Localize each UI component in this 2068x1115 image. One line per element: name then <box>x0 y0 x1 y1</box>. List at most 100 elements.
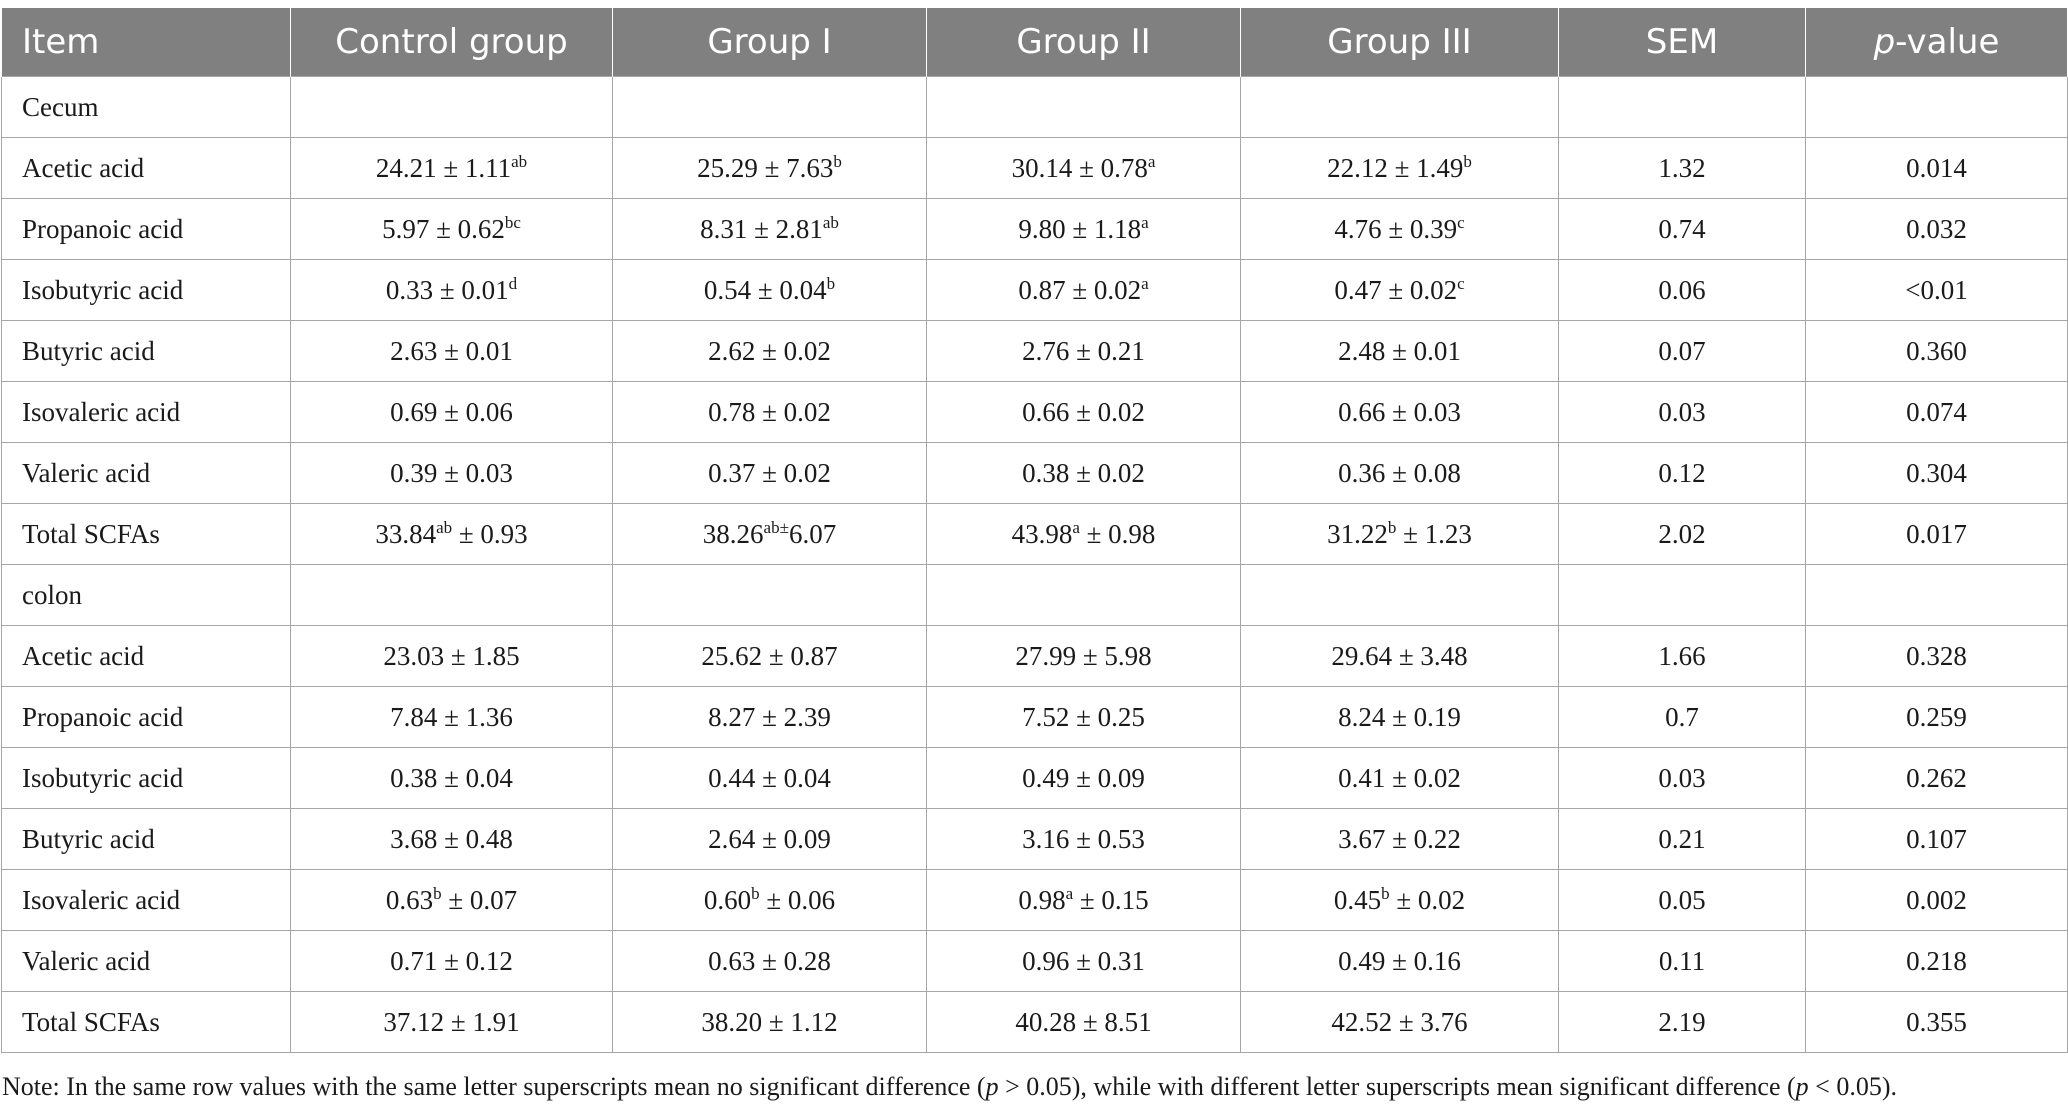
cell-group-i: 0.44 ± 0.04 <box>612 747 927 809</box>
cell-value: 1.32 <box>1658 152 1706 183</box>
cell-group-ii: 3.16 ± 0.53 <box>926 808 1241 870</box>
header-p-italic: p <box>1873 22 1896 62</box>
cell-p-value: 0.304 <box>1805 442 2068 504</box>
cell-sem: 0.7 <box>1558 686 1806 748</box>
header-p-rest: -value <box>1895 22 2000 62</box>
cell-control-group <box>290 564 613 626</box>
table-row: colon <box>1 564 2068 626</box>
cell-value: 0.49 ± 0.09 <box>1022 762 1145 793</box>
table-row: Acetic acid 23.03 ± 1.85 25.62 ± 0.87 27.99… <box>1 625 2068 687</box>
cell-sem: 0.21 <box>1558 808 1806 870</box>
cell-value: 2.62 ± 0.02 <box>708 335 831 366</box>
cell-group-i: 0.78 ± 0.02 <box>612 381 927 443</box>
cell-sem: 0.05 <box>1558 869 1806 931</box>
cell-value: 0.107 <box>1906 823 1967 854</box>
cell-value: 0.33 ± 0.01 <box>385 274 509 305</box>
cell-group-ii: 0.66 ± 0.02 <box>926 381 1241 443</box>
cell-control-group <box>290 76 613 138</box>
cell-value: 0.45 <box>1333 884 1382 915</box>
cell-value: 0.074 <box>1906 396 1967 427</box>
cell-value: 0.002 <box>1906 884 1967 915</box>
row-item-label: Butyric acid <box>1 808 291 870</box>
row-item-label: Propanoic acid <box>1 686 291 748</box>
row-item-label: Total SCFAs <box>1 503 291 565</box>
cell-value: 9.80 ± 1.18 <box>1018 213 1142 244</box>
scfa-table-container: Item Control group Group I Group II Grou… <box>0 8 2068 1053</box>
cell-control-group: 0.39 ± 0.03 <box>290 442 613 504</box>
cell-value: 0.11 <box>1658 945 1706 976</box>
cell-value: 0.03 <box>1658 762 1706 793</box>
cell-p-value: 0.328 <box>1805 625 2068 687</box>
cell-value: 29.64 ± 3.48 <box>1331 640 1468 671</box>
cell-value: 0.60 <box>703 884 752 915</box>
cell-group-iii: 3.67 ± 0.22 <box>1240 808 1559 870</box>
cell-value: 0.259 <box>1906 701 1967 732</box>
cell-value: 0.7 <box>1665 701 1699 732</box>
header-p-value: p-value <box>1805 8 2068 77</box>
cell-value-tail: ± 0.93 <box>452 518 528 549</box>
cell-group-iii: 0.49 ± 0.16 <box>1240 930 1559 992</box>
cell-group-ii: 0.38 ± 0.02 <box>926 442 1241 504</box>
cell-sem: 1.66 <box>1558 625 1806 687</box>
cell-superscript: b <box>1463 151 1472 171</box>
cell-sem <box>1558 564 1806 626</box>
cell-sem: 2.19 <box>1558 991 1806 1053</box>
note-prefix: Note: In the same row values with the sa… <box>2 1072 986 1101</box>
row-item-label: Acetic acid <box>1 137 291 199</box>
table-note: Note: In the same row values with the sa… <box>2 1072 1897 1102</box>
cell-value: 0.87 ± 0.02 <box>1018 274 1142 305</box>
table-row: Isobutyric acid 0.33 ± 0.01d 0.54 ± 0.04b 0… <box>1 259 2068 321</box>
cell-value: 0.304 <box>1906 457 1967 488</box>
cell-p-value: 0.355 <box>1805 991 2068 1053</box>
header-group-i: Group I <box>612 8 927 77</box>
cell-group-iii: 22.12 ± 1.49b <box>1240 137 1559 199</box>
table-row: Acetic acid 24.21 ± 1.11ab 25.29 ± 7.63b 30… <box>1 137 2068 199</box>
cell-superscript: ab <box>822 212 839 232</box>
header-sem: SEM <box>1558 8 1806 77</box>
header-group-ii: Group II <box>926 8 1241 77</box>
cell-value: 0.98 <box>1018 884 1066 915</box>
cell-group-ii: 7.52 ± 0.25 <box>926 686 1241 748</box>
table-row: Valeric acid 0.39 ± 0.03 0.37 ± 0.02 0.38 ±… <box>1 442 2068 504</box>
cell-superscript: b <box>1387 517 1397 537</box>
cell-control-group: 7.84 ± 1.36 <box>290 686 613 748</box>
cell-superscript: d <box>508 273 518 293</box>
cell-p-value: 0.262 <box>1805 747 2068 809</box>
cell-p-value: 0.259 <box>1805 686 2068 748</box>
cell-group-i: 25.29 ± 7.63b <box>612 137 927 199</box>
cell-value: 0.38 ± 0.04 <box>390 762 513 793</box>
table-row: Propanoic acid 5.97 ± 0.62bc 8.31 ± 2.81ab… <box>1 198 2068 260</box>
cell-value: 2.19 <box>1658 1006 1706 1037</box>
cell-group-ii: 0.96 ± 0.31 <box>926 930 1241 992</box>
table-row: Isovaleric acid 0.69 ± 0.06 0.78 ± 0.02 0.6… <box>1 381 2068 443</box>
cell-group-i: 8.31 ± 2.81ab <box>612 198 927 260</box>
cell-superscript: ab <box>436 517 453 537</box>
cell-sem <box>1558 76 1806 138</box>
note-p-var-2: p <box>1795 1072 1809 1101</box>
cell-p-value <box>1805 564 2068 626</box>
cell-value: 0.262 <box>1906 762 1967 793</box>
header-control-group: Control group <box>290 8 613 77</box>
cell-value-tail: ± 0.07 <box>441 884 518 915</box>
cell-value: 23.03 ± 1.85 <box>383 640 520 671</box>
cell-group-i: 38.26ab±6.07 <box>612 503 927 565</box>
cell-p-value: 0.017 <box>1805 503 2068 565</box>
cell-group-i: 2.64 ± 0.09 <box>612 808 927 870</box>
cell-control-group: 37.12 ± 1.91 <box>290 991 613 1053</box>
cell-group-iii <box>1240 564 1559 626</box>
cell-group-iii: 4.76 ± 0.39c <box>1240 198 1559 260</box>
cell-superscript: b <box>751 883 760 903</box>
cell-value: 0.63 <box>385 884 434 915</box>
cell-superscript: a <box>1147 151 1156 171</box>
header-row: Item Control group Group I Group II Grou… <box>1 8 2068 77</box>
cell-value: 40.28 ± 8.51 <box>1015 1006 1152 1037</box>
row-item-label: Isobutyric acid <box>1 259 291 321</box>
cell-value: 0.355 <box>1906 1006 1967 1037</box>
cell-superscript: a <box>1141 273 1149 293</box>
cell-group-iii: 0.41 ± 0.02 <box>1240 747 1559 809</box>
cell-value: 0.66 ± 0.03 <box>1338 396 1461 427</box>
cell-group-i: 38.20 ± 1.12 <box>612 991 927 1053</box>
cell-p-value: <0.01 <box>1805 259 2068 321</box>
cell-value: 31.22 <box>1327 518 1388 549</box>
cell-control-group: 24.21 ± 1.11ab <box>290 137 613 199</box>
